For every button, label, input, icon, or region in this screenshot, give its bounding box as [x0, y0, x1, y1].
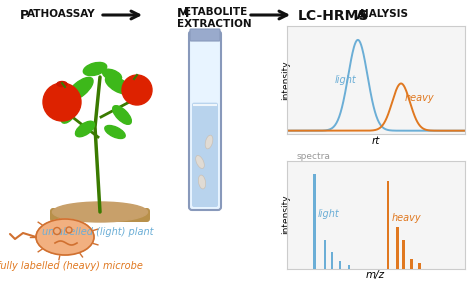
Circle shape: [43, 83, 81, 121]
Ellipse shape: [67, 77, 93, 101]
Bar: [396, 227, 399, 269]
Ellipse shape: [83, 62, 107, 76]
FancyBboxPatch shape: [50, 208, 150, 222]
Ellipse shape: [105, 76, 130, 94]
Bar: [387, 181, 390, 269]
Ellipse shape: [61, 101, 79, 123]
Circle shape: [54, 227, 61, 234]
Text: unlabelled (light) plant: unlabelled (light) plant: [42, 227, 154, 237]
Bar: [324, 240, 326, 269]
Y-axis label: intensity: intensity: [281, 60, 290, 100]
Text: EXTRACTION: EXTRACTION: [177, 19, 252, 29]
Ellipse shape: [57, 81, 67, 86]
Text: fully labelled (heavy) microbe: fully labelled (heavy) microbe: [0, 261, 143, 271]
Bar: [313, 174, 316, 269]
Bar: [339, 261, 341, 269]
Bar: [348, 265, 350, 269]
Text: LC-HRMS: LC-HRMS: [298, 9, 369, 23]
Bar: [402, 240, 404, 269]
Ellipse shape: [75, 121, 94, 137]
Ellipse shape: [113, 106, 131, 124]
Ellipse shape: [105, 126, 125, 138]
Ellipse shape: [53, 202, 147, 222]
Text: heavy: heavy: [405, 93, 435, 103]
X-axis label: rt: rt: [372, 136, 380, 146]
Bar: [331, 252, 333, 269]
Bar: [410, 259, 412, 269]
Text: P: P: [20, 9, 29, 22]
Text: light: light: [335, 75, 357, 86]
Ellipse shape: [102, 69, 121, 81]
Circle shape: [66, 227, 72, 233]
Ellipse shape: [205, 135, 213, 149]
Text: M: M: [177, 7, 190, 20]
Text: chromatogram: chromatogram: [297, 29, 364, 38]
FancyBboxPatch shape: [190, 29, 220, 41]
FancyBboxPatch shape: [189, 31, 221, 210]
Text: heavy: heavy: [392, 213, 421, 223]
Text: light: light: [318, 208, 340, 219]
X-axis label: m/z: m/z: [366, 270, 385, 280]
Text: spectra: spectra: [297, 152, 331, 161]
Circle shape: [122, 75, 152, 105]
Text: ETABOLITE: ETABOLITE: [184, 7, 247, 17]
Bar: [419, 263, 420, 269]
Y-axis label: intensity: intensity: [281, 195, 290, 234]
Ellipse shape: [36, 219, 94, 255]
Ellipse shape: [198, 175, 206, 189]
Text: ATHOASSAY: ATHOASSAY: [27, 9, 95, 19]
Text: NALYSIS: NALYSIS: [360, 9, 408, 19]
FancyBboxPatch shape: [192, 103, 218, 207]
Text: A: A: [352, 9, 366, 22]
Ellipse shape: [196, 155, 204, 168]
